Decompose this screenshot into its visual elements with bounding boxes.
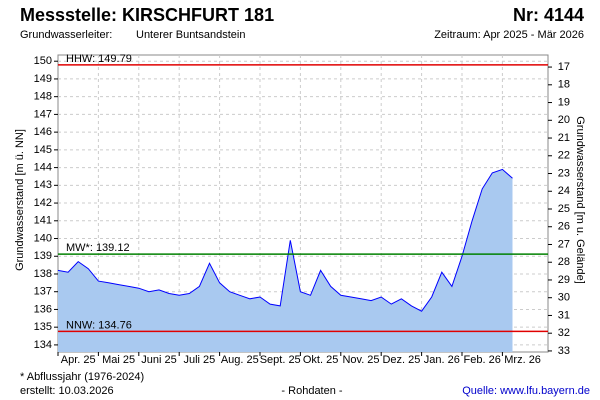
y-tick-label: 134 (34, 339, 52, 351)
y2-tick-label: 23 (558, 167, 570, 179)
y2-axis-label: Grundwasserstand [m u. Gelände] (574, 116, 586, 284)
y2-tick-label: 26 (558, 221, 570, 233)
x-tick-label: Aug. 25 (221, 354, 259, 366)
y-tick-label: 150 (34, 55, 52, 67)
y2-tick-label: 18 (558, 79, 570, 91)
y-tick-label: 149 (34, 73, 52, 85)
x-tick-label: Juni 25 (141, 354, 176, 366)
y2-tick-label: 22 (558, 150, 570, 162)
y-tick-label: 145 (34, 144, 52, 156)
line (57, 168, 513, 312)
period: Zeitraum: Apr 2025 - Mär 2026 (434, 29, 584, 41)
x-tick-label: Mrz. 26 (504, 354, 541, 366)
reference-label: HHW: 149.79 (66, 53, 132, 65)
station-number: Nr: 4144 (513, 5, 584, 25)
x-tick-label: Dez. 25 (382, 354, 420, 366)
y-tick-label: 135 (34, 321, 52, 333)
y2-tick-label: 29 (558, 274, 570, 286)
x-tick-label: Nov. 25 (342, 354, 379, 366)
y-tick-label: 147 (34, 108, 52, 120)
y-tick-label: 144 (34, 162, 52, 174)
x-tick-label: Juli 25 (184, 354, 216, 366)
y2-tick-label: 30 (558, 292, 570, 304)
y-tick-label: 143 (34, 179, 52, 191)
y2-tick-label: 17 (558, 61, 570, 73)
y2-tick-label: 20 (558, 114, 570, 126)
y-tick-label: 142 (34, 197, 52, 209)
y-tick-label: 140 (34, 232, 52, 244)
reference-label: NNW: 134.76 (66, 319, 132, 331)
y2-tick-label: 24 (558, 185, 570, 197)
y2-tick-label: 25 (558, 203, 570, 215)
y-axis-label: Grundwasserstand [m ü. NN] (14, 129, 26, 271)
y-tick-label: 136 (34, 303, 52, 315)
y-tick-label: 139 (34, 250, 52, 262)
x-tick-label: Okt. 25 (303, 354, 338, 366)
y-tick-label: 141 (34, 215, 52, 227)
x-tick-label: Apr. 25 (61, 354, 96, 366)
x-tick-label: Mai 25 (102, 354, 135, 366)
y2-tick-label: 19 (558, 96, 570, 108)
y2-tick-label: 33 (558, 345, 570, 357)
created: erstellt: 10.03.2026 (20, 385, 114, 397)
x-tick-label: Jan. 26 (424, 354, 460, 366)
raw-note: - Rohdaten - (281, 385, 342, 397)
y-tick-label: 148 (34, 91, 52, 103)
y2-tick-label: 21 (558, 132, 570, 144)
y2-tick-label: 27 (558, 238, 570, 250)
area (58, 169, 513, 352)
title: Messstelle: KIRSCHFURT 181 (20, 5, 274, 25)
y2-tick-label: 32 (558, 327, 570, 339)
reference-label: MW*: 139.12 (66, 242, 130, 254)
y-tick-label: 146 (34, 126, 52, 138)
footnote: * Abflussjahr (1976-2024) (20, 371, 144, 383)
y2-tick-label: 31 (558, 309, 570, 321)
x-tick-label: Feb. 26 (464, 354, 501, 366)
aquifer-label: Grundwasserleiter: (20, 29, 112, 41)
x-tick-label: Sept. 25 (260, 354, 301, 366)
aquifer: Unterer Buntsandstein (136, 29, 245, 41)
y-tick-label: 138 (34, 268, 52, 280)
source: Quelle: www.lfu.bayern.de (462, 385, 590, 397)
y2-tick-label: 28 (558, 256, 570, 268)
y-tick-label: 137 (34, 286, 52, 298)
